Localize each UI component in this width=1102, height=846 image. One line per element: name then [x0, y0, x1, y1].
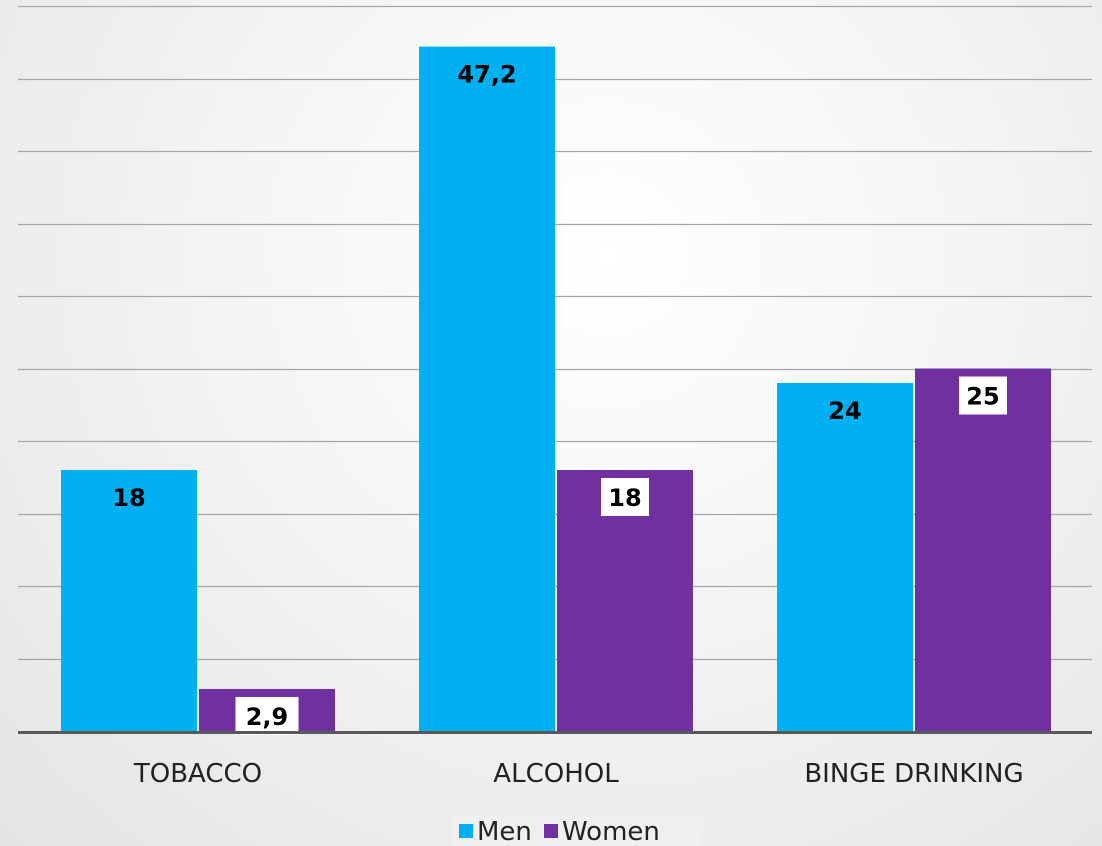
- category-label: BINGE DRINKING: [804, 759, 1023, 789]
- data-label-box: [235, 696, 299, 735]
- category-labels: TOBACCO ALCOHOL BINGE DRINKING: [133, 759, 1024, 789]
- category-label: TOBACCO: [133, 759, 262, 789]
- data-label: 18: [112, 484, 145, 512]
- bars: 18 2,9 47,2 18 24 25: [61, 46, 1051, 735]
- category-label: ALCOHOL: [493, 759, 619, 789]
- bar-men-alcohol: [419, 46, 555, 732]
- legend: Men Women: [452, 816, 702, 846]
- bar-men-binge-drinking: [777, 383, 913, 731]
- data-label-box: [959, 376, 1007, 415]
- data-label-box: [601, 478, 649, 516]
- legend-swatch-men: [459, 824, 473, 838]
- legend-label-women: Women: [562, 817, 660, 846]
- legend-background: [452, 816, 702, 846]
- data-label: 2,9: [246, 703, 289, 731]
- data-label: 25: [966, 383, 999, 411]
- data-label: 47,2: [457, 61, 516, 89]
- bar-women-binge-drinking: [915, 368, 1051, 731]
- legend-label-men: Men: [477, 817, 532, 846]
- data-label: 24: [828, 397, 861, 425]
- legend-swatch-women: [544, 824, 558, 838]
- data-label: 18: [608, 484, 641, 512]
- bar-men-tobacco: [61, 470, 197, 731]
